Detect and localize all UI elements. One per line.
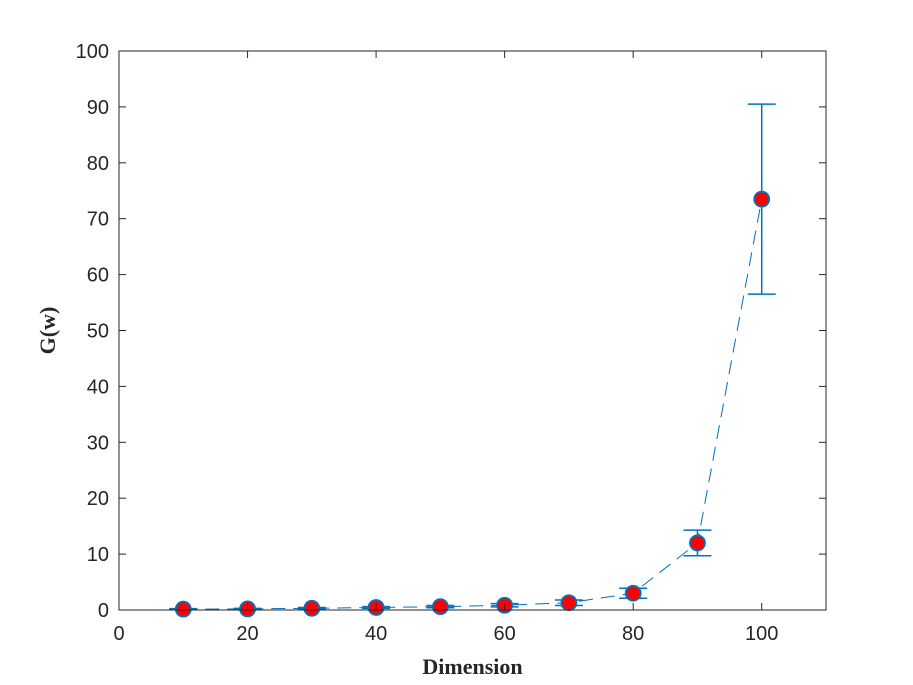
y-tick-label: 50 xyxy=(87,321,109,343)
y-tick-label: 0 xyxy=(98,600,109,622)
y-tick-label: 10 xyxy=(87,544,109,566)
y-tick-label: 30 xyxy=(87,432,109,454)
x-axis-label: Dimension xyxy=(422,654,522,679)
x-tick-label: 20 xyxy=(236,623,258,645)
y-tick-label: 40 xyxy=(87,376,109,398)
y-axis-label: G(w) xyxy=(35,307,60,355)
y-tick-label: 70 xyxy=(87,209,109,231)
x-tick-label: 40 xyxy=(365,623,387,645)
data-point xyxy=(689,534,706,552)
x-tick-label: 60 xyxy=(494,623,516,645)
data-point xyxy=(560,594,578,612)
data-point xyxy=(303,599,321,617)
y-tick-label: 100 xyxy=(76,41,109,63)
data-point xyxy=(753,190,771,208)
data-point xyxy=(174,600,192,618)
y-tick-label: 20 xyxy=(87,488,109,510)
data-point xyxy=(624,584,642,602)
axes-layer: 0 20 40 60 80 100 0 10 20 30 40 50 60 70 80 90 100 xyxy=(76,41,827,645)
data-point xyxy=(431,598,449,616)
x-tick-label: 80 xyxy=(622,623,644,645)
y-tick-label: 80 xyxy=(87,153,109,175)
x-tick-label: 100 xyxy=(745,623,778,645)
y-tick-label: 90 xyxy=(87,97,109,119)
series-line xyxy=(183,199,763,610)
plot-area xyxy=(119,51,826,610)
x-tick-label: 0 xyxy=(113,623,124,645)
y-tick-label: 60 xyxy=(87,265,109,287)
